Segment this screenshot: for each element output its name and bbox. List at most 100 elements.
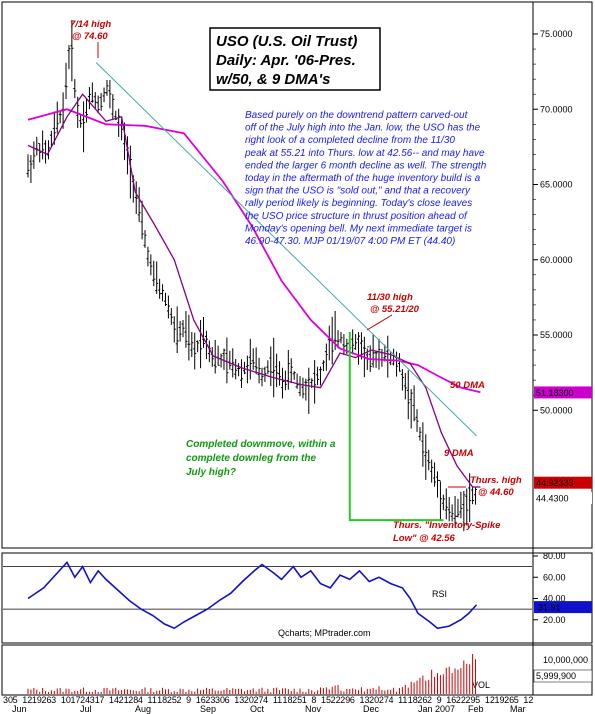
ma-line-9-dma — [27, 93, 481, 488]
price-flag — [534, 386, 592, 399]
date-tick-label: 27 — [254, 695, 264, 705]
date-tick-label: 18 — [157, 695, 167, 705]
price-bars — [26, 20, 478, 532]
y-tick-label: 65.0000 — [540, 180, 573, 190]
date-tick-label: 26 — [42, 695, 52, 705]
price-flag — [534, 476, 592, 489]
y-tick-label: 50.0000 — [540, 405, 573, 415]
price-flag-label: 44.4300 — [536, 494, 569, 504]
annotation-label: Thurs. high — [470, 475, 522, 486]
date-tick-label: 26 — [504, 695, 514, 705]
annotation-label: 50 DMA — [450, 380, 485, 391]
commentary-line: peak at 55.21 into Thurs. low at 42.56--… — [244, 148, 485, 159]
annotations: 7/14 high@ 74.60 11/30 high@ 55.21/20 50 D… — [70, 19, 522, 544]
commentary-line: the USO price structure in thrust positi… — [245, 211, 468, 222]
rsi-tick-label: 40.00 — [543, 594, 566, 604]
date-tick-label: 11 — [398, 695, 407, 705]
date-tick-label: 19 — [32, 695, 42, 705]
date-tick-label: 6 — [225, 695, 230, 705]
commentary-line: right look of a completed decline from t… — [245, 135, 455, 146]
commentary-line: Monday's opening bell. My next immediate… — [245, 223, 472, 234]
date-tick-label: 16 — [196, 695, 206, 705]
date-tick-label: 13 — [360, 695, 370, 705]
month-label: Dec — [363, 704, 380, 714]
annotation-label: 11/30 high — [367, 292, 413, 303]
date-tick-label: 10 — [61, 695, 71, 705]
date-tick-label: 1 — [302, 695, 307, 705]
rsi-label: RSI — [432, 589, 447, 599]
date-tick-label: 15 — [321, 695, 331, 705]
rsi-tick-label: 20.00 — [543, 615, 566, 625]
title-line-3: w/50, & 9 DMA's — [216, 71, 330, 88]
rsi-current-value: 31.91 — [538, 603, 561, 613]
volume-panel-frame — [1, 644, 593, 696]
rsi-line — [27, 560, 478, 630]
date-tick-label: 4 — [263, 695, 268, 705]
vol-tick-label: 10,000,000 — [543, 655, 588, 665]
moving-average-lines — [27, 62, 481, 522]
month-label: Jul — [80, 704, 92, 714]
title-line-2: Daily: Apr. '06-Pres. — [216, 52, 356, 69]
y-tick-label: 70.0000 — [540, 104, 573, 114]
date-tick-label: 14 — [109, 695, 119, 705]
month-label: Feb — [468, 704, 484, 714]
volume-panel: 10,000,000 5,999,900 VOL — [27, 653, 593, 694]
date-tick-label: 12 — [485, 695, 495, 705]
date-tick-label: 6 — [350, 695, 355, 705]
month-label: Sep — [200, 704, 216, 714]
y-tick-label: 75.0000 — [540, 29, 573, 39]
downmove-note-line: complete downleg from the — [186, 453, 316, 464]
rsi-tick-label: 80.00 — [543, 551, 566, 561]
date-tick-label: 22 — [456, 695, 466, 705]
date-tick-label: 18 — [408, 695, 418, 705]
date-tick-label: 9 — [437, 695, 442, 705]
y-tick-label: 60.0000 — [540, 255, 573, 265]
title-line-1: USO (U.S. Oil Trust) — [216, 33, 357, 50]
date-tick-label: 3 — [51, 695, 56, 705]
date-tick-label: 21 — [119, 695, 129, 705]
date-tick-label: 28 — [128, 695, 138, 705]
date-tick-label: 13 — [234, 695, 244, 705]
annotation-label: Low" @ 42.56 — [393, 533, 456, 544]
month-label: Nov — [305, 704, 322, 714]
price-flag-label: 51.18300 — [536, 388, 574, 398]
date-tick-label: 2 — [176, 695, 181, 705]
annotation-label: Thurs. "Inventory-Spike — [393, 520, 501, 531]
vol-current-label: 5,999,900 — [536, 671, 576, 681]
date-tick-label: 4 — [388, 695, 393, 705]
date-tick-label: 5 — [514, 695, 519, 705]
rsi-panel: 80.00 60.00 40.00 20.00 RSI Qcharts; MPtrader… — [3, 551, 592, 638]
date-tick-label: 16 — [446, 695, 456, 705]
date-tick-label: 23 — [205, 695, 215, 705]
date-tick-label: 25 — [292, 695, 302, 705]
rsi-tick-label: 60.00 — [543, 572, 566, 582]
date-tick-label: 5 — [13, 695, 18, 705]
date-tick-label: 7 — [99, 695, 104, 705]
date-tick-label: 4 — [138, 695, 143, 705]
date-tick-label: 11 — [273, 695, 282, 705]
commentary-line: today in the aftermath of the huge inven… — [245, 173, 481, 184]
month-label: Aug — [135, 704, 151, 714]
date-tick-label: 31 — [90, 695, 100, 705]
date-tick-label: 24 — [80, 695, 90, 705]
month-label: Mar — [510, 704, 526, 714]
date-tick-label: 9 — [186, 695, 191, 705]
date-tick-label: 20 — [244, 695, 254, 705]
date-tick-label: 11 — [148, 695, 157, 705]
date-tick-label: 19 — [494, 695, 504, 705]
annotation-label: 9 DMA — [444, 448, 474, 459]
date-tick-label: 17 — [70, 695, 80, 705]
date-tick-label: 30 — [3, 695, 13, 705]
price-panel-frame — [1, 1, 593, 549]
date-tick-label: 25 — [167, 695, 177, 705]
date-tick-label: 18 — [282, 695, 292, 705]
rsi-panel-frame — [1, 552, 593, 644]
downmove-note-line: Completed downmove, within a — [186, 439, 336, 450]
date-tick-label: 30 — [215, 695, 225, 705]
vol-flag — [533, 669, 593, 683]
date-tick-label: 5 — [475, 695, 480, 705]
commentary-line: Based purely on the downtrend pattern ca… — [245, 110, 469, 121]
rsi-current-flag — [534, 601, 592, 614]
date-axis: 30 5 12 19 26 3 10 17 24 31 7 14 21 28 4 11 18 25 2 9 16 23 30… — [3, 695, 533, 714]
